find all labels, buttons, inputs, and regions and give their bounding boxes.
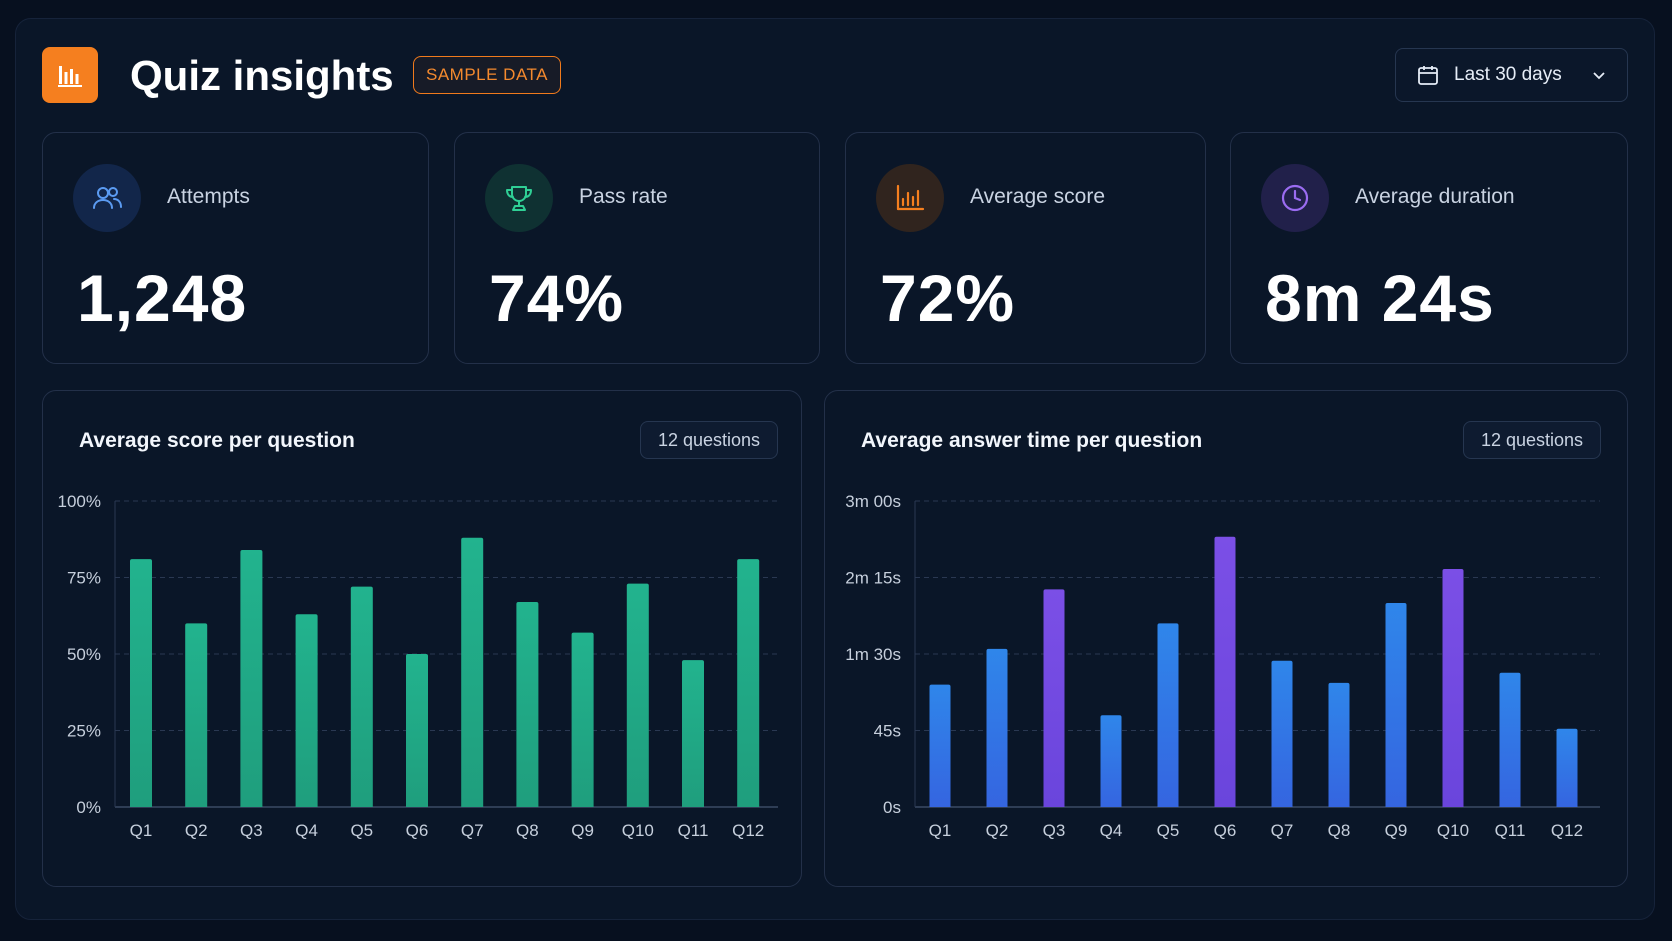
x-tick-label: Q8 xyxy=(516,821,539,840)
y-tick-label: 0s xyxy=(883,798,901,817)
bar-q8[interactable] xyxy=(1328,682,1350,807)
x-tick-label: Q8 xyxy=(1328,821,1351,840)
bar-q2[interactable] xyxy=(986,648,1008,807)
y-tick-label: 25% xyxy=(67,722,101,741)
kpi-value: 8m 24s xyxy=(1265,261,1495,335)
y-tick-label: 0% xyxy=(76,798,101,817)
x-tick-label: Q3 xyxy=(240,821,263,840)
kpi-card-average-score: Average score 72% xyxy=(845,132,1206,364)
x-tick-label: Q9 xyxy=(1385,821,1408,840)
y-tick-label: 45s xyxy=(874,722,901,741)
x-tick-label: Q2 xyxy=(185,821,208,840)
chevron-down-icon xyxy=(1593,72,1605,80)
bar-q6[interactable] xyxy=(406,654,428,807)
chart-title: Average score per question xyxy=(79,429,355,452)
kpi-icon-wrap xyxy=(876,164,944,232)
page-title: Quiz insights xyxy=(130,52,394,99)
bar-q6[interactable] xyxy=(1214,536,1236,807)
bar-q1[interactable] xyxy=(929,684,951,807)
calendar-icon xyxy=(1418,66,1438,85)
x-tick-label: Q11 xyxy=(678,821,709,840)
kpi-label: Pass rate xyxy=(579,185,668,208)
x-tick-label: Q2 xyxy=(986,821,1009,840)
bar-q5[interactable] xyxy=(1157,623,1179,807)
x-tick-label: Q12 xyxy=(1551,821,1583,840)
bar-chart-icon xyxy=(58,66,82,87)
bar-q12[interactable] xyxy=(1556,728,1578,807)
score-bar-chart: 0% 25% 50% 75% 100% Q1 Q2 Q3 Q4 Q5 Q6 Q7 Q8 Q9 Q10 Q11 Q… xyxy=(58,492,778,840)
trophy-icon xyxy=(506,186,532,211)
kpi-card-average-duration: Average duration 8m 24s xyxy=(1230,132,1628,364)
chart-title: Average answer time per question xyxy=(861,429,1203,452)
kpi-icon-wrap xyxy=(485,164,553,232)
clock-icon xyxy=(1281,184,1309,212)
bar-q9[interactable] xyxy=(571,632,594,807)
score-chart-panel: Average score per question 12 questions … xyxy=(42,390,802,887)
bar-q3[interactable] xyxy=(1043,589,1065,807)
kpi-value: 72% xyxy=(880,261,1016,335)
date-range-label: Last 30 days xyxy=(1454,64,1562,85)
x-tick-label: Q1 xyxy=(929,821,952,840)
bar-q4[interactable] xyxy=(1100,715,1122,807)
kpi-card-attempts: Attempts 1,248 xyxy=(42,132,429,364)
bar-q3[interactable] xyxy=(240,549,263,807)
bar-q2[interactable] xyxy=(185,623,208,807)
kpi-label: Attempts xyxy=(167,185,250,208)
bar-q7[interactable] xyxy=(461,537,484,807)
time-bar-chart: 0s 45s 1m 30s 2m 15s 3m 00s Q1 Q2 Q3 Q4 Q5 Q6 Q7 Q8 Q… xyxy=(845,492,1600,840)
y-tick-label: 100% xyxy=(58,492,101,511)
question-count-badge: 12 questions xyxy=(1463,421,1601,459)
x-tick-label: Q4 xyxy=(295,821,318,840)
bar-chart-icon xyxy=(896,184,925,211)
x-tick-label: Q11 xyxy=(1495,821,1526,840)
x-tick-label: Q5 xyxy=(350,821,373,840)
bar-q1[interactable] xyxy=(130,559,152,807)
x-tick-label: Q5 xyxy=(1157,821,1180,840)
kpi-label: Average score xyxy=(970,185,1106,208)
users-icon xyxy=(93,187,122,209)
y-tick-label: 75% xyxy=(67,569,101,588)
x-tick-label: Q7 xyxy=(461,821,484,840)
x-tick-label: Q9 xyxy=(571,821,594,840)
bar-q5[interactable] xyxy=(350,586,373,807)
x-tick-label: Q3 xyxy=(1043,821,1066,840)
kpi-label: Average duration xyxy=(1355,185,1515,208)
x-tick-label: Q7 xyxy=(1271,821,1294,840)
time-chart-panel: Average answer time per question 12 ques… xyxy=(824,390,1628,887)
x-tick-label: Q1 xyxy=(130,821,153,840)
sample-data-badge: SAMPLE DATA xyxy=(413,56,561,94)
bar-q11[interactable] xyxy=(1499,672,1521,807)
bar-q10[interactable] xyxy=(626,583,649,807)
x-tick-label: Q10 xyxy=(1437,821,1469,840)
kpi-card-pass-rate: Pass rate 74% xyxy=(454,132,820,364)
bar-q12[interactable] xyxy=(737,559,760,807)
y-tick-label: 50% xyxy=(67,645,101,664)
bar-q7[interactable] xyxy=(1271,660,1293,807)
bar-q4[interactable] xyxy=(295,614,318,807)
kpi-value: 74% xyxy=(489,261,625,335)
bar-q10[interactable] xyxy=(1442,569,1464,807)
x-tick-label: Q6 xyxy=(1214,821,1237,840)
x-tick-label: Q6 xyxy=(406,821,429,840)
x-tick-label: Q4 xyxy=(1100,821,1123,840)
y-tick-label: 3m 00s xyxy=(845,492,901,511)
x-tick-label: Q10 xyxy=(622,821,654,840)
kpi-icon-wrap xyxy=(73,164,141,232)
bar-q8[interactable] xyxy=(516,601,539,807)
y-tick-label: 1m 30s xyxy=(845,645,901,664)
y-tick-label: 2m 15s xyxy=(845,569,901,588)
bar-q11[interactable] xyxy=(682,660,704,807)
app-logo xyxy=(42,47,98,103)
kpi-value: 1,248 xyxy=(77,261,248,335)
question-count-badge: 12 questions xyxy=(640,421,778,459)
kpi-icon-wrap xyxy=(1261,164,1329,232)
bar-q9[interactable] xyxy=(1385,603,1407,807)
date-range-select[interactable]: Last 30 days xyxy=(1395,48,1628,102)
x-tick-label: Q12 xyxy=(732,821,764,840)
